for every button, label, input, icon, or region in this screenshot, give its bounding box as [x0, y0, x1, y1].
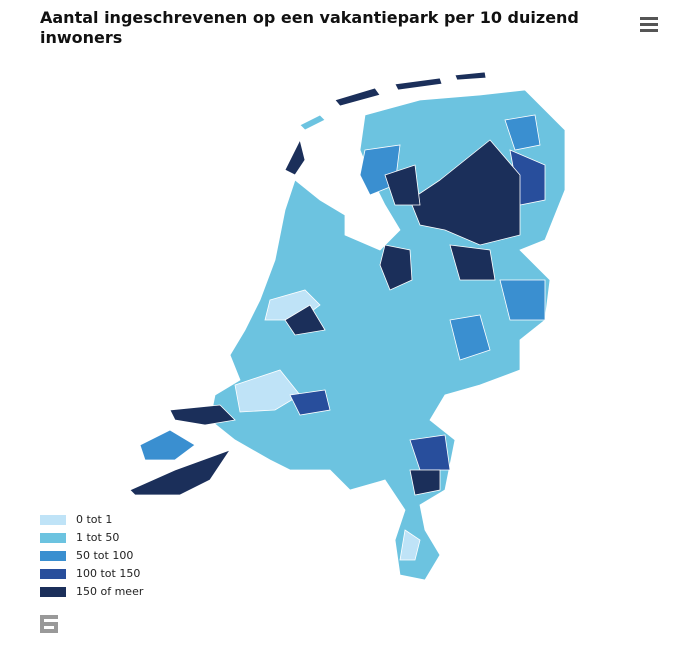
legend: 0 tot 1 1 tot 50 50 tot 100 100 tot 150 150 …	[40, 513, 144, 598]
legend-label: 150 of meer	[76, 585, 144, 598]
menu-button[interactable]	[640, 17, 658, 33]
legend-label: 1 tot 50	[76, 531, 119, 544]
title: Aantal ingeschrevenen op een vakantiepar…	[40, 8, 579, 47]
region	[449, 314, 491, 361]
legend-label: 0 tot 1	[76, 513, 112, 526]
legend-swatch	[40, 587, 66, 597]
region	[449, 244, 496, 281]
region	[409, 434, 451, 471]
region	[409, 139, 521, 246]
region	[504, 114, 541, 151]
legend-swatch	[40, 515, 66, 525]
region	[234, 369, 301, 413]
region	[394, 77, 443, 91]
region	[399, 529, 421, 561]
legend-swatch	[40, 569, 66, 579]
region	[169, 404, 236, 426]
legend-label: 100 tot 150	[76, 567, 140, 580]
region	[289, 389, 331, 416]
region	[129, 449, 232, 496]
region	[139, 429, 196, 461]
region	[334, 87, 381, 107]
map-shapes	[129, 71, 566, 581]
region	[384, 164, 421, 206]
region	[284, 304, 326, 336]
legend-swatch	[40, 551, 66, 561]
region	[499, 279, 546, 321]
region	[454, 71, 487, 81]
legend-label: 50 tot 100	[76, 549, 133, 562]
region	[409, 469, 441, 496]
cbs-logo	[40, 615, 58, 633]
region	[379, 244, 413, 291]
region	[284, 138, 306, 176]
legend-swatch	[40, 533, 66, 543]
region	[299, 114, 326, 131]
